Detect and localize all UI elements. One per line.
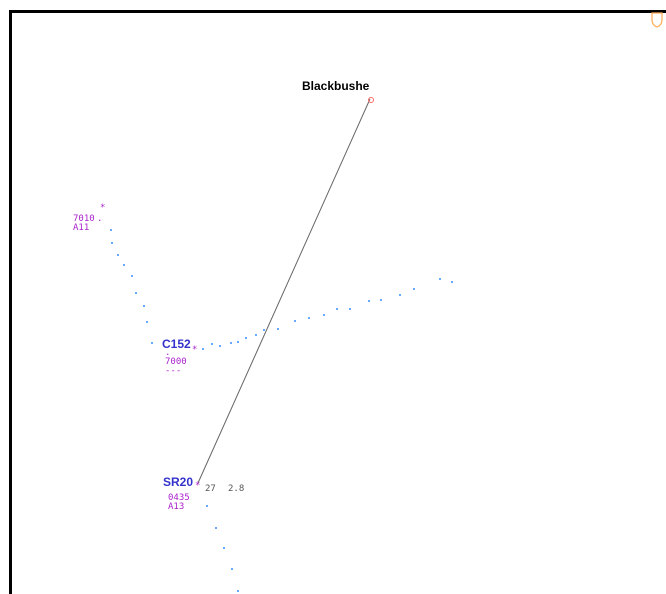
altitude-label: ---	[165, 366, 181, 376]
callsign-label[interactable]: SR20	[163, 475, 193, 489]
history-dot	[380, 299, 382, 301]
squawk-label: 7000	[165, 357, 187, 367]
history-dot	[451, 281, 453, 283]
history-dot	[223, 547, 225, 549]
history-dot	[151, 342, 153, 344]
history-dot	[143, 305, 145, 307]
altitude-label: A11	[73, 223, 89, 233]
history-dot	[230, 342, 232, 344]
tick-mark: .	[165, 348, 170, 358]
history-dot	[294, 320, 296, 322]
history-dot	[245, 337, 247, 339]
range-bearing-line	[197, 98, 371, 484]
altitude-label: A13	[168, 502, 184, 512]
history-trail-t1	[110, 229, 153, 344]
history-dot	[111, 242, 113, 244]
history-dot	[211, 343, 213, 345]
history-dot	[413, 288, 415, 290]
history-dot	[277, 328, 279, 330]
history-trail-t3	[206, 505, 239, 592]
history-dot	[231, 568, 233, 570]
history-dot	[368, 300, 370, 302]
history-dot	[439, 278, 441, 280]
squawk-label: 0435	[168, 493, 190, 503]
history-dot	[308, 317, 310, 319]
history-dot	[131, 275, 133, 277]
airport-label: Blackbushe	[302, 79, 370, 93]
shield-icon[interactable]	[650, 11, 664, 29]
history-dot	[323, 314, 325, 316]
target-t2[interactable]: C152 * . 7000 ---	[162, 337, 197, 376]
history-dot	[202, 348, 204, 350]
distance-readout: 2.8	[228, 484, 244, 494]
history-dot	[219, 345, 221, 347]
history-dot	[135, 292, 137, 294]
target-t3[interactable]: SR20 * 27 2.8 0435 A13	[163, 475, 244, 512]
history-dot	[215, 527, 217, 529]
history-dot	[237, 590, 239, 592]
history-dot	[237, 341, 239, 343]
history-trail-t2	[202, 278, 453, 350]
history-dot	[399, 294, 401, 296]
history-dot	[146, 321, 148, 323]
history-dot	[255, 334, 257, 336]
history-dot	[117, 254, 119, 256]
history-dot	[336, 308, 338, 310]
history-dot	[206, 505, 208, 507]
history-dot	[110, 229, 112, 231]
history-dot	[349, 308, 351, 310]
bearing-readout: 27	[205, 484, 216, 494]
target-symbol[interactable]: *	[195, 481, 200, 491]
mode-c-dot: .	[97, 214, 102, 224]
callsign-label[interactable]: C152	[162, 337, 191, 351]
squawk-label: 7010	[73, 214, 95, 224]
history-dot	[263, 329, 265, 331]
target-symbol[interactable]: *	[100, 203, 105, 213]
airport-symbol[interactable]	[368, 97, 374, 103]
target-t1[interactable]: * 7010 . A11	[73, 203, 105, 233]
radar-scope-frame	[9, 10, 666, 594]
history-dot	[123, 264, 125, 266]
target-symbol[interactable]: *	[192, 345, 197, 355]
